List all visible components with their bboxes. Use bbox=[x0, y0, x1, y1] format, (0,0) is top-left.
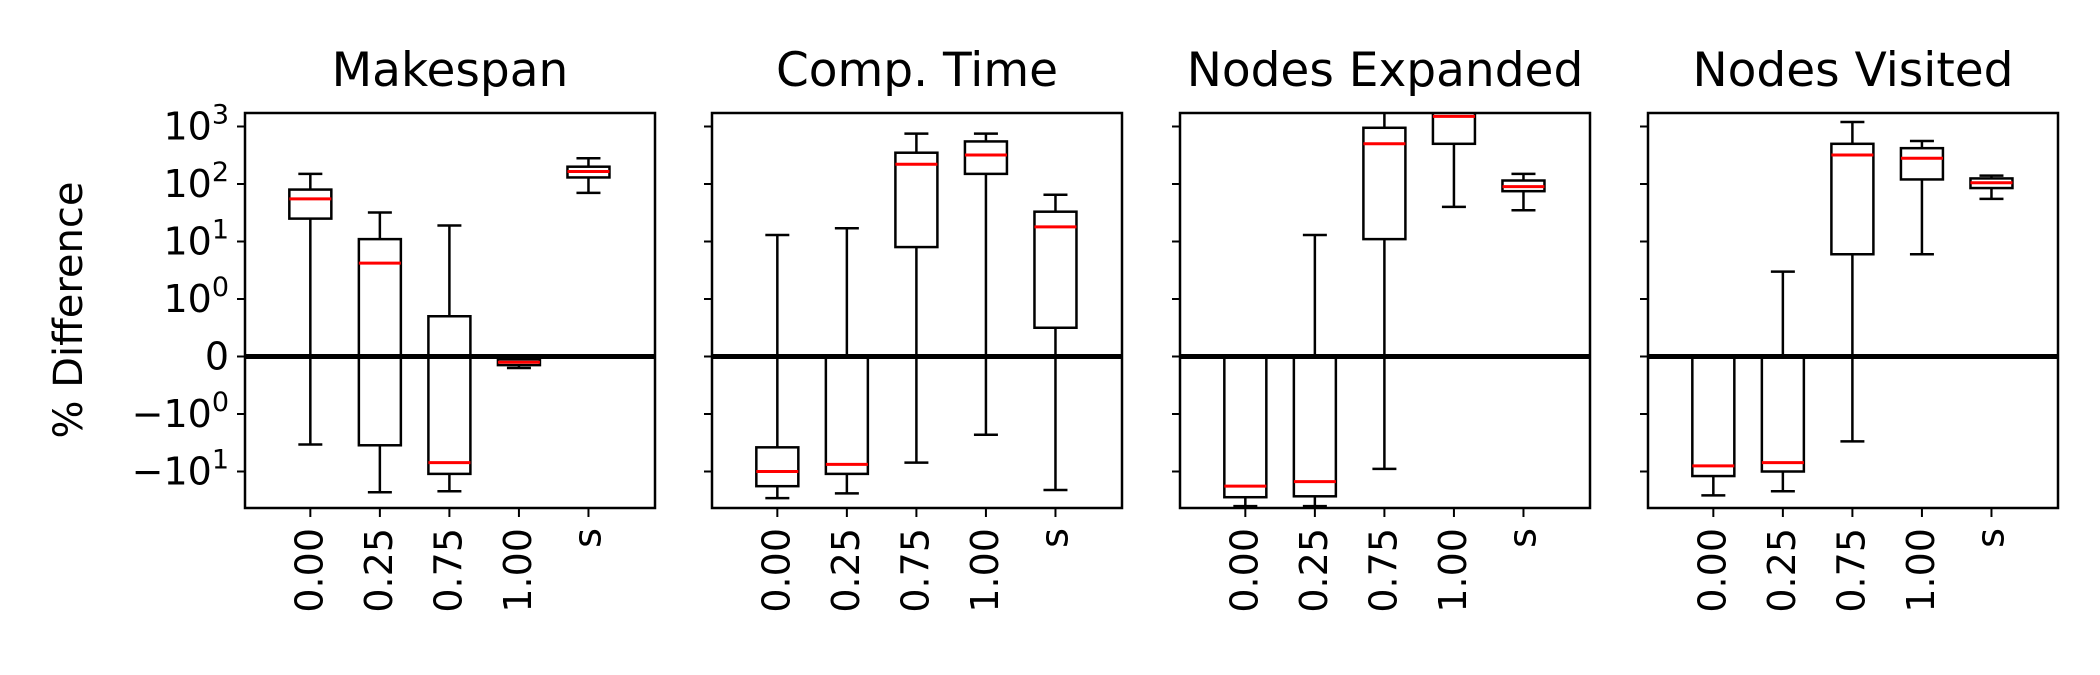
plot-area bbox=[288, 157, 611, 494]
box-1.00 bbox=[1899, 139, 1945, 256]
panel-title: Nodes Visited bbox=[1693, 43, 2014, 98]
box-body bbox=[963, 140, 1009, 176]
plot-area bbox=[1223, 113, 1546, 508]
y-tick-label: −100 bbox=[132, 387, 229, 436]
box-0.00 bbox=[288, 172, 333, 446]
y-tick-label: 100 bbox=[163, 272, 229, 321]
plot-area bbox=[1691, 120, 2014, 497]
y-tick-label: 0 bbox=[205, 335, 229, 379]
x-tick-label: 0.00 bbox=[1222, 528, 1266, 613]
box-body bbox=[427, 315, 472, 476]
box-body bbox=[1292, 355, 1338, 498]
box-body bbox=[1431, 113, 1477, 146]
x-tick-label: 0.25 bbox=[1292, 528, 1336, 613]
box-0.25 bbox=[824, 226, 870, 495]
box-body bbox=[1760, 355, 1806, 473]
x-tick-label: s bbox=[1968, 528, 2012, 548]
box-1.00 bbox=[1431, 113, 1477, 209]
x-tick-label: 1.00 bbox=[1431, 528, 1475, 613]
box-0.75 bbox=[427, 224, 472, 493]
box-s bbox=[1969, 174, 2014, 201]
x-tick-label: 0.25 bbox=[824, 528, 868, 613]
x-tick-label: 0.25 bbox=[1760, 528, 1804, 613]
box-body bbox=[894, 151, 939, 249]
x-tick-label: 1.00 bbox=[963, 528, 1007, 613]
box-body bbox=[1691, 355, 1736, 478]
x-tick-label: s bbox=[565, 528, 609, 548]
box-body bbox=[1362, 126, 1407, 241]
box-body bbox=[288, 188, 333, 220]
y-tick-label: 103 bbox=[163, 100, 229, 149]
x-tick-label: 0.75 bbox=[1829, 528, 1873, 613]
box-body bbox=[1830, 142, 1875, 256]
box-s bbox=[1501, 172, 1546, 212]
box-body bbox=[755, 446, 800, 488]
box-0.00 bbox=[1223, 355, 1268, 508]
box-0.25 bbox=[1760, 270, 1806, 493]
box-body bbox=[1223, 355, 1268, 499]
x-tick-label: 0.75 bbox=[426, 528, 470, 613]
box-body bbox=[1033, 210, 1078, 330]
box-0.00 bbox=[1691, 355, 1736, 497]
box-0.75 bbox=[1362, 113, 1407, 471]
box-0.75 bbox=[894, 132, 939, 464]
x-tick-label: 0.25 bbox=[357, 528, 401, 613]
box-0.25 bbox=[357, 211, 403, 494]
x-tick-label: 0.00 bbox=[1690, 528, 1734, 613]
box-body bbox=[357, 237, 403, 447]
panel-1: Makespan 103 102 101 100 0 −100 −101 0.00 0.25 0.7… bbox=[132, 43, 657, 613]
x-tick-label: 0.00 bbox=[287, 528, 331, 613]
x-tick-label: s bbox=[1500, 528, 1544, 548]
panel-2: Comp. Time 0.00 0.25 0.75 1.00 s bbox=[704, 43, 1124, 613]
box-s bbox=[1033, 193, 1078, 492]
box-0.25 bbox=[1292, 233, 1338, 508]
box-body bbox=[824, 355, 870, 476]
x-tick-label: 0.75 bbox=[1361, 528, 1405, 613]
y-tick-label: 102 bbox=[163, 157, 229, 206]
panel-title: Comp. Time bbox=[776, 43, 1058, 98]
box-0.75 bbox=[1830, 120, 1875, 443]
plot-area bbox=[755, 132, 1078, 500]
x-tick-label: 1.00 bbox=[1899, 528, 1943, 613]
panel-title: Nodes Expanded bbox=[1187, 43, 1584, 98]
x-tick-label: 1.00 bbox=[496, 528, 540, 613]
panel-4: Nodes Visited 0.00 0.25 0.75 1.00 s bbox=[1640, 43, 2060, 613]
y-tick-label: 101 bbox=[163, 215, 229, 264]
y-tick-label: −101 bbox=[132, 445, 229, 494]
panels-group: Makespan 103 102 101 100 0 −100 −101 0.00 0.25 0.7… bbox=[132, 43, 2060, 613]
x-tick-label: 0.75 bbox=[893, 528, 937, 613]
box-body bbox=[1899, 146, 1945, 181]
panel-3: Nodes Expanded 0.00 0.25 0.75 1.00 s bbox=[1172, 43, 1592, 613]
x-tick-label: s bbox=[1032, 528, 1076, 548]
x-tick-label: 0.00 bbox=[754, 528, 798, 613]
box-1.00 bbox=[963, 132, 1009, 437]
box-0.00 bbox=[755, 233, 800, 500]
box-s bbox=[566, 157, 611, 195]
panel-title: Makespan bbox=[332, 43, 569, 98]
y-axis-label: % Difference bbox=[46, 182, 92, 439]
